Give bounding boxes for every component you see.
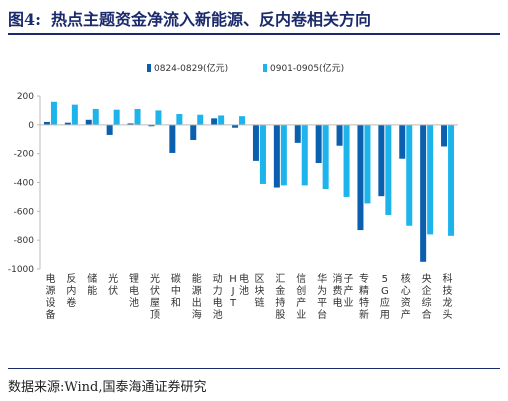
bar-series-1: [378, 124, 385, 197]
bar-series-2: [280, 124, 287, 186]
x-category-label: 央企综合: [422, 272, 432, 321]
x-category-label: 锂电池: [129, 273, 139, 309]
x-category-label: 储能: [87, 272, 97, 297]
legend-label-2: 0901-0905(亿元): [270, 62, 344, 74]
bar-series-2: [259, 124, 266, 184]
bar-series-2: [176, 114, 183, 125]
x-category-label: 光伏屋顶: [150, 272, 160, 321]
bar-series-1: [273, 124, 280, 188]
bar-series-1: [294, 124, 301, 143]
x-category-label: 5 G 应用: [380, 274, 390, 321]
y-tick-label: -1000: [8, 265, 34, 275]
bar-series-2: [113, 109, 120, 125]
chart-legend: 0824-0829(亿元) 0901-0905(亿元): [147, 62, 344, 74]
bars: [43, 101, 455, 262]
bar-series-2: [385, 124, 392, 215]
x-category-label: 反内卷: [66, 273, 76, 309]
x-category-label: 区块链: [254, 273, 264, 309]
bar-series-2: [92, 108, 99, 125]
y-tick-label: -400: [14, 179, 35, 189]
legend-swatch-1: [147, 64, 151, 72]
y-tick-label: -600: [14, 207, 35, 217]
y-tick-label: 0: [28, 121, 34, 131]
x-category-label: 华为平台: [317, 272, 327, 321]
bar-series-2: [134, 108, 141, 125]
bar-series-1: [64, 122, 71, 125]
figure-label: 图4:: [8, 10, 42, 29]
bar-series-1: [357, 124, 364, 231]
bar-series-1: [399, 124, 406, 159]
bar-series-1: [420, 124, 427, 262]
y-tick-label: -800: [14, 236, 35, 246]
x-category-label: 碳中和: [171, 272, 181, 309]
bar-series-1: [211, 118, 218, 125]
bar-series-1: [85, 119, 92, 125]
bar-series-2: [343, 124, 350, 197]
x-category-label: 动力电池: [213, 273, 223, 321]
bar-series-1: [106, 124, 113, 135]
bar-series-1: [441, 124, 448, 147]
x-category-label: 科技龙头: [443, 272, 453, 321]
bar-series-2: [301, 124, 308, 186]
bar-series-1: [336, 124, 343, 146]
x-category-label: 电源设备: [45, 272, 55, 321]
bar-series-2: [427, 124, 434, 235]
y-tick-label: 200: [17, 92, 34, 102]
bar-chart: 0824-0829(亿元) 0901-0905(亿元) 200 0 -200 -400 -…: [8, 62, 458, 321]
bar-series-2: [448, 124, 455, 236]
bar-series-2: [239, 116, 246, 125]
top-rule: [8, 33, 500, 35]
bar-series-1: [43, 121, 50, 125]
x-category-label: 信创产业: [296, 273, 306, 321]
legend-label-1: 0824-0829(亿元): [154, 62, 228, 74]
bar-series-2: [406, 124, 413, 226]
bar-series-1: [127, 123, 134, 125]
bar-series-1: [148, 124, 155, 127]
x-category-label: 光伏: [108, 272, 118, 297]
bar-series-2: [71, 104, 78, 125]
bar-series-1: [315, 124, 322, 164]
bottom-rule: [8, 368, 500, 369]
x-category-label: 汇金持股: [275, 272, 285, 321]
x-category-label: 能源出海: [192, 272, 202, 321]
bar-series-1: [252, 124, 259, 161]
figure-title: 图4: 热点主题资金净流入新能源、反内卷相关方向: [8, 6, 500, 32]
x-category-label: 消费电子产业: [333, 272, 354, 309]
bar-series-1: [169, 124, 176, 153]
legend-swatch-2: [263, 64, 267, 72]
bar-series-2: [155, 110, 162, 125]
bar-series-2: [322, 124, 329, 189]
bar-series-1: [190, 124, 197, 140]
bar-series-2: [364, 124, 371, 204]
y-tick-label: -200: [14, 150, 35, 160]
y-axis: 200 0 -200 -400 -600 -800 -1000: [8, 92, 41, 275]
bar-series-2: [197, 114, 204, 125]
figure-title-text: 热点主题资金净流入新能源、反内卷相关方向: [51, 10, 372, 29]
bar-series-1: [232, 124, 239, 128]
x-category-label: 专精特新: [359, 272, 369, 321]
bar-series-2: [218, 115, 225, 125]
x-category-label: 核心资产: [401, 272, 411, 321]
x-category-label: H J T电池: [229, 272, 249, 309]
source-note: 数据来源:Wind,国泰海通证券研究: [8, 380, 207, 395]
bar-series-2: [50, 101, 57, 125]
